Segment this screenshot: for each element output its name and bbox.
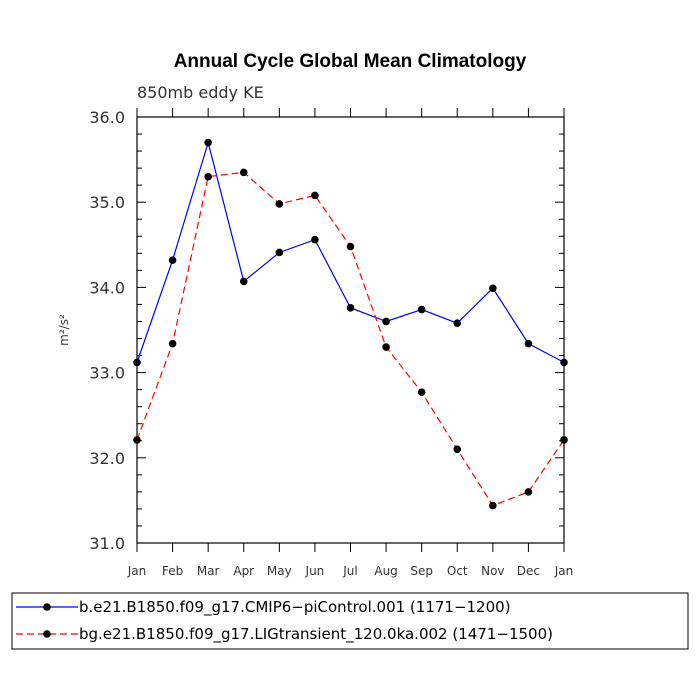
x-tick-label: Feb: [162, 564, 183, 578]
series-1-point: [133, 358, 141, 367]
series-2-point: [311, 191, 319, 200]
plot-frame: [136, 116, 565, 544]
series-1-point: [560, 358, 568, 367]
series-2-point: [560, 436, 568, 444]
x-tick-label: Dec: [517, 564, 540, 578]
chart-title: Annual Cycle Global Mean Climatology: [174, 51, 527, 72]
series-1-point: [524, 339, 533, 348]
series-2-point: [133, 436, 141, 444]
legend-marker-1: [43, 603, 51, 611]
axes: 31.0 32.0 33.0 34.0 35.0 36.0 Jan Feb Mar Apr May J…: [89, 108, 573, 578]
x-tick-label: May: [267, 564, 292, 578]
series-1-point: [417, 305, 426, 314]
series-1-point: [311, 235, 319, 244]
y-tick-label: 32.0: [89, 449, 125, 468]
series-1-point: [382, 317, 390, 326]
legend-box: [11, 592, 689, 650]
x-tick-label: Apr: [233, 564, 254, 578]
series-1-point: [275, 248, 284, 257]
series-2-point: [489, 501, 497, 510]
x-tick-label: Jun: [305, 564, 325, 578]
series-1-point: [453, 319, 462, 327]
series-1-point: [489, 284, 497, 293]
legend-label-2: bg.e21.B1850.f09_g17.LIGtransient_120.0k…: [79, 625, 553, 644]
series-2-point: [346, 242, 355, 251]
series-1-point: [168, 256, 177, 264]
series-2-point: [204, 172, 212, 181]
series-1-point: [346, 304, 355, 312]
y-tick-label: 35.0: [89, 193, 125, 212]
x-tick-label: Mar: [197, 564, 220, 578]
y-axis-label-text: m²/s²: [57, 314, 71, 346]
series-2-point: [239, 168, 248, 177]
x-tick-label: Nov: [481, 564, 504, 578]
y-tick-label: 34.0: [89, 278, 125, 297]
series-line-2: [136, 171, 565, 507]
y-axis-label: m²/s²: [57, 314, 71, 346]
series-1-point: [204, 138, 212, 147]
series-line-1: [136, 140, 565, 363]
x-tick-label: Sep: [410, 564, 433, 578]
legend-label-1: b.e21.B1850.f09_g17.CMIP6−piControl.001 …: [79, 598, 511, 617]
x-tick-label: Jan: [554, 564, 574, 578]
chart-subtitle: 850mb eddy KE: [137, 83, 264, 102]
x-tick-label: Aug: [374, 564, 397, 578]
legend: b.e21.B1850.f09_g17.CMIP6−piControl.001 …: [11, 592, 689, 650]
legend-marker-2: [43, 630, 51, 638]
y-tick-label: 33.0: [89, 364, 125, 383]
x-tick-label: Oct: [447, 564, 468, 578]
series-2-point: [417, 388, 426, 396]
series-2-point: [524, 488, 533, 496]
series-1-point: [239, 277, 248, 286]
series-2-point: [382, 343, 390, 351]
x-tick-label: Jul: [342, 564, 357, 578]
y-tick-label: 36.0: [89, 108, 125, 127]
series-2-point: [275, 200, 284, 208]
series-2-point: [168, 339, 177, 348]
y-tick-label: 31.0: [89, 534, 125, 553]
series-layer: [133, 138, 568, 510]
x-tick-label: Jan: [127, 564, 147, 578]
series-2-point: [453, 445, 462, 454]
